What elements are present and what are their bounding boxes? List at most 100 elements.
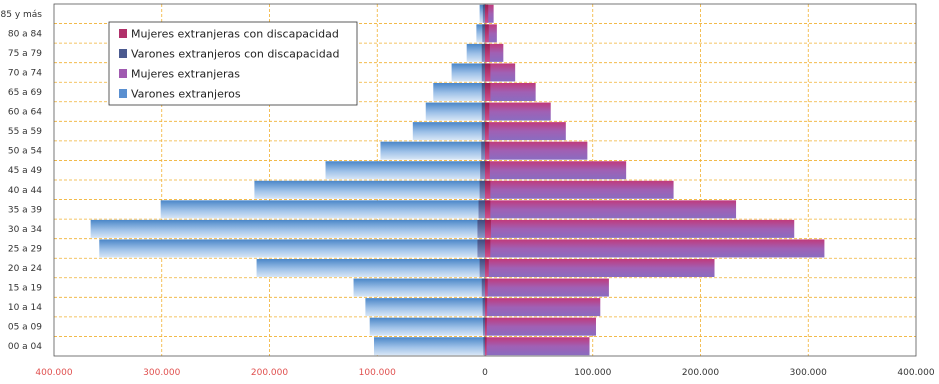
bar-varones-extranjeros [325, 161, 485, 180]
bar-mujeres-extranjeras-con-discapacidad [485, 43, 490, 62]
y-tick-label: 80 a 84 [8, 29, 42, 39]
bar-mujeres-extranjeras [485, 4, 494, 23]
y-tick-label: 50 a 54 [8, 147, 42, 157]
bar-varones-extranjeros-con-discapacidad [477, 219, 485, 238]
bar-mujeres-extranjeras [485, 122, 566, 141]
grid [54, 4, 916, 356]
bar-mujeres-extranjeras-con-discapacidad [485, 200, 491, 219]
bar-mujeres-extranjeras [485, 63, 516, 82]
bar-varones-extranjeros [479, 4, 485, 23]
bar-varones-extranjeros-con-discapacidad [481, 278, 485, 297]
legend-label: Varones extranjeros [131, 88, 241, 101]
bar-mujeres-extranjeras [485, 239, 825, 258]
bar-varones-extranjeros [412, 122, 485, 141]
bar-varones-extranjeros [380, 141, 485, 160]
x-tick-label: 300.000 [790, 368, 827, 378]
y-tick-label: 70 a 74 [8, 68, 42, 78]
x-tick-label: 100.000 [574, 368, 611, 378]
bar-mujeres-extranjeras-con-discapacidad [485, 122, 489, 141]
bar-varones-extranjeros-con-discapacidad [481, 102, 485, 121]
bar-varones-extranjeros-con-discapacidad [479, 180, 485, 199]
bar-mujeres-extranjeras-con-discapacidad [485, 298, 488, 317]
bar-mujeres-extranjeras [485, 337, 590, 356]
bar-varones-extranjeros [99, 239, 485, 258]
plot-frame [53, 3, 917, 357]
legend-swatch [119, 69, 127, 78]
bar-varones-extranjeros [90, 219, 485, 238]
bar-varones-extranjeros [433, 83, 485, 101]
bar-mujeres-extranjeras-con-discapacidad [485, 239, 491, 258]
y-tick-label: 15 a 19 [8, 284, 42, 294]
bar-varones-extranjeros-con-discapacidad [482, 4, 485, 23]
bar-varones-extranjeros-con-discapacidad [481, 63, 485, 82]
y-tick-label: 35 a 39 [8, 205, 42, 215]
bar-varones-extranjeros-con-discapacidad [478, 200, 485, 219]
bar-varones-extranjeros [476, 24, 485, 43]
bar-varones-extranjeros-con-discapacidad [483, 337, 485, 356]
bar-mujeres-extranjeras [485, 317, 596, 336]
y-tick-label: 40 a 44 [8, 186, 42, 196]
bar-mujeres-extranjeras [485, 219, 795, 238]
legend-label: Mujeres extranjeras [131, 68, 240, 81]
bar-mujeres-extranjeras-con-discapacidad [485, 4, 489, 23]
bar-varones-extranjeros [369, 317, 485, 336]
bar-varones-extranjeros-con-discapacidad [481, 43, 485, 62]
bar-varones-extranjeros [256, 259, 485, 277]
bar-varones-extranjeros [365, 298, 485, 317]
y-tick-label: 05 a 09 [8, 323, 42, 333]
x-axis-ticks: 400.000 300.000 200.000 100.000 0 100.000 200.… [35, 368, 934, 378]
y-tick-label: 60 a 64 [8, 108, 42, 118]
bar-mujeres-extranjeras-con-discapacidad [485, 102, 490, 121]
bar-mujeres-extranjeras [485, 298, 601, 317]
legend-label: Varones extranjeros con discapacidad [131, 48, 339, 61]
x-tick-label: 0 [482, 368, 488, 378]
x-tick-label: 300.000 [143, 368, 180, 378]
y-tick-label: 10 a 14 [8, 303, 42, 313]
y-tick-label: 30 a 34 [8, 225, 42, 235]
y-tick-label: 65 a 69 [8, 88, 42, 98]
bar-varones-extranjeros [160, 200, 486, 219]
bar-mujeres-extranjeras [485, 200, 737, 219]
bar-mujeres-extranjeras-con-discapacidad [485, 317, 487, 336]
bar-mujeres-extranjeras-con-discapacidad [485, 180, 491, 199]
bar-mujeres-extranjeras [485, 83, 536, 101]
bar-varones-extranjeros-con-discapacidad [480, 161, 485, 180]
legend-swatch [119, 29, 127, 38]
legend-label: Mujeres extranjeras con discapacidad [131, 28, 339, 41]
y-tick-label: 45 a 49 [8, 166, 42, 176]
bar-mujeres-extranjeras-con-discapacidad [485, 141, 490, 160]
bar-varones-extranjeros-con-discapacidad [481, 122, 485, 141]
bar-varones-extranjeros-con-discapacidad [479, 259, 485, 277]
bar-varones-extranjeros-con-discapacidad [481, 83, 485, 101]
bar-varones-extranjeros [451, 63, 485, 82]
bar-mujeres-extranjeras-con-discapacidad [485, 83, 491, 101]
bar-mujeres-extranjeras [485, 24, 497, 43]
bar-mujeres-extranjeras-con-discapacidad [485, 24, 489, 43]
y-tick-label: 20 a 24 [8, 264, 42, 274]
bars [90, 4, 825, 356]
bar-mujeres-extranjeras-con-discapacidad [485, 337, 487, 356]
legend-swatch [119, 49, 127, 58]
bar-varones-extranjeros-con-discapacidad [482, 24, 485, 43]
bar-varones-extranjeros-con-discapacidad [483, 317, 485, 336]
bar-varones-extranjeros-con-discapacidad [482, 298, 485, 317]
bar-mujeres-extranjeras [485, 102, 551, 121]
bar-mujeres-extranjeras-con-discapacidad [485, 259, 489, 277]
bar-varones-extranjeros [374, 337, 485, 356]
legend: Mujeres extranjeras con discapacidad Varo… [108, 21, 358, 106]
x-tick-label: 400.000 [897, 368, 934, 378]
bar-mujeres-extranjeras-con-discapacidad [485, 219, 491, 238]
bar-varones-extranjeros [353, 278, 485, 297]
bar-mujeres-extranjeras [485, 278, 609, 297]
y-tick-label: 55 a 59 [8, 127, 42, 137]
bar-mujeres-extranjeras-con-discapacidad [485, 63, 491, 82]
bar-mujeres-extranjeras [485, 259, 715, 277]
x-tick-label: 200.000 [251, 368, 288, 378]
legend-swatch [119, 89, 127, 98]
y-tick-label: 75 a 79 [8, 49, 42, 59]
bar-mujeres-extranjeras [485, 161, 627, 180]
x-tick-label: 100.000 [359, 368, 396, 378]
y-tick-label: 85 y más [1, 10, 43, 20]
bar-varones-extranjeros-con-discapacidad [477, 239, 485, 258]
